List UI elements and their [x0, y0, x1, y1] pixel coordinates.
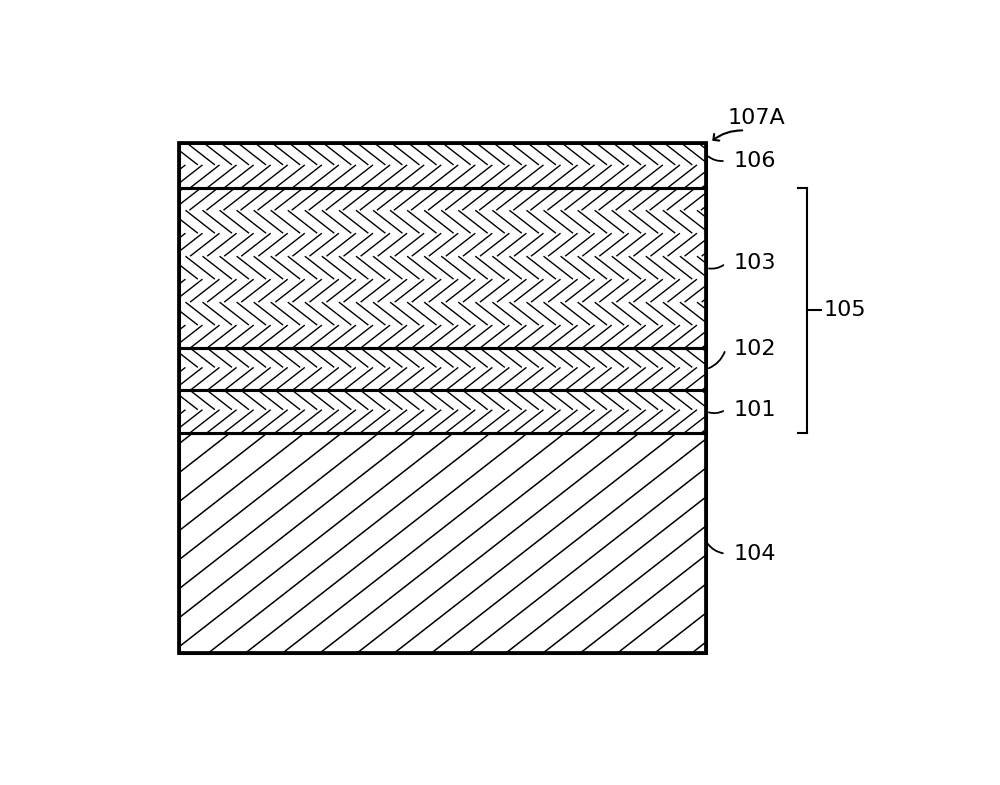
Text: 104: 104 — [733, 543, 776, 564]
Text: 101: 101 — [733, 400, 776, 420]
Text: 107A: 107A — [728, 108, 786, 129]
Bar — [179, 143, 706, 188]
Text: 105: 105 — [824, 301, 867, 320]
Bar — [179, 433, 706, 653]
Bar — [179, 390, 706, 433]
Bar — [179, 348, 706, 390]
Text: 103: 103 — [733, 254, 776, 273]
Bar — [179, 433, 706, 653]
Text: 102: 102 — [733, 339, 776, 360]
Bar — [179, 348, 706, 390]
Text: 106: 106 — [733, 151, 776, 170]
Bar — [179, 143, 706, 653]
Bar — [179, 390, 706, 433]
Bar — [179, 143, 706, 188]
Bar — [179, 188, 706, 348]
Bar — [179, 188, 706, 348]
